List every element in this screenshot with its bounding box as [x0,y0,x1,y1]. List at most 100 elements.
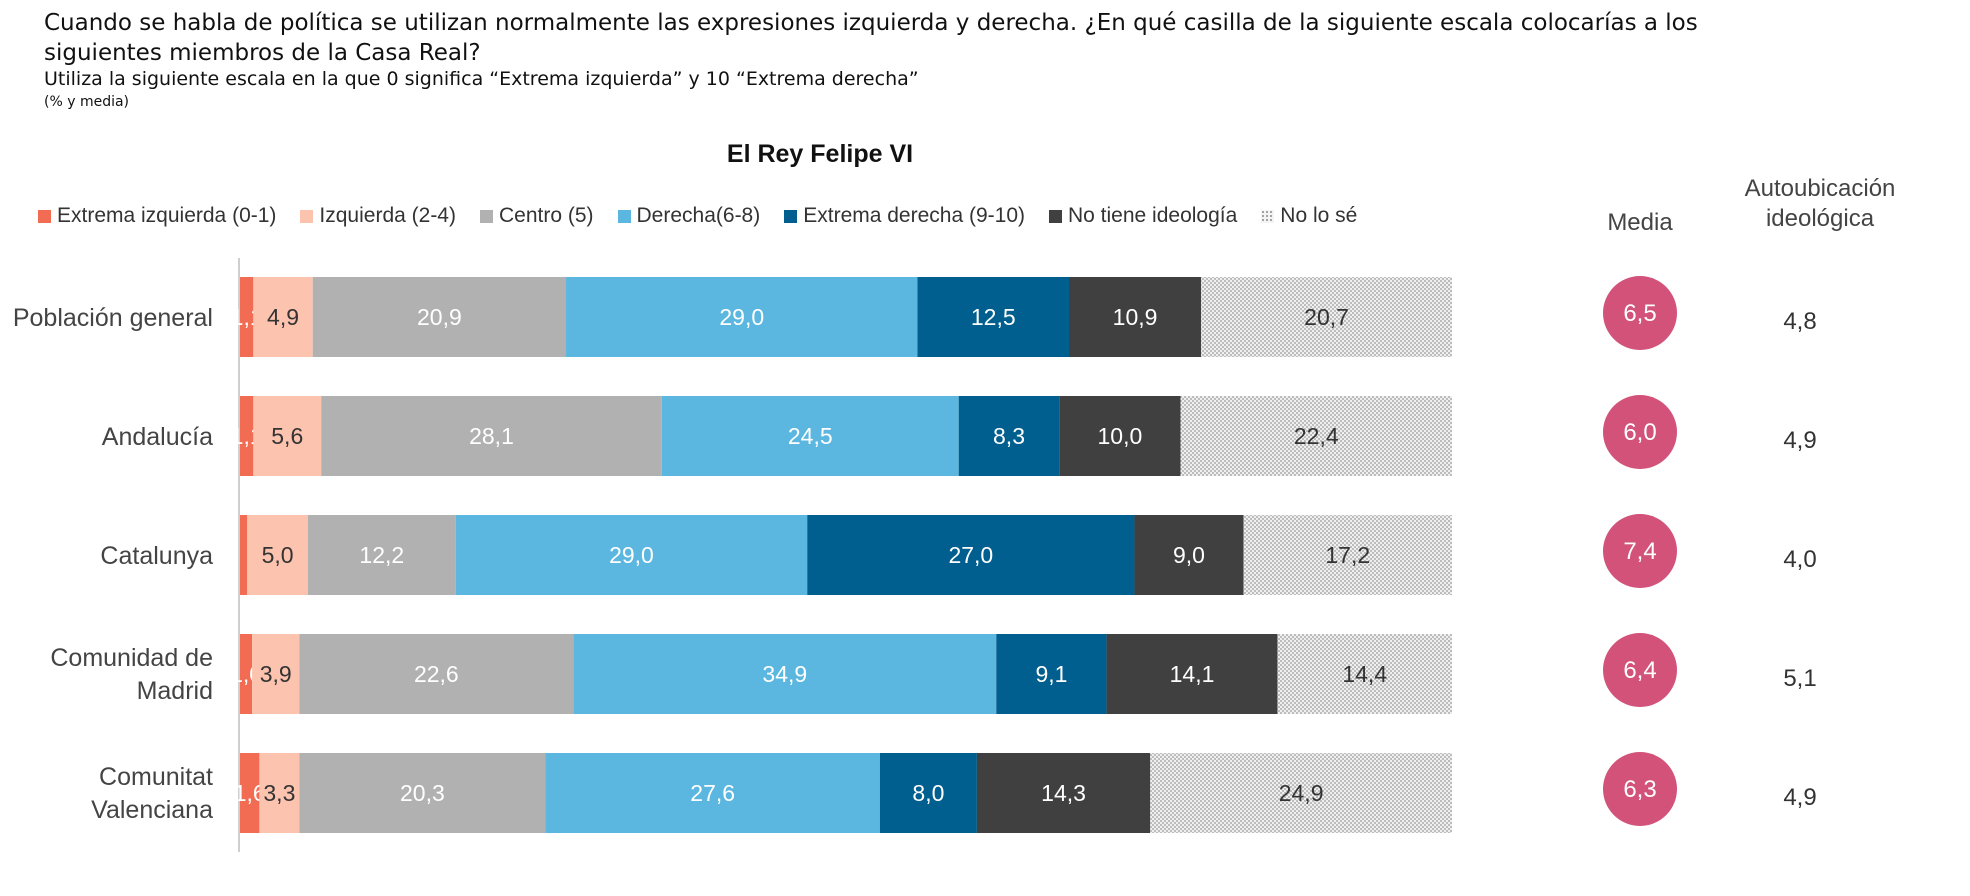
data-label: 8,0 [912,780,944,806]
bar-segment [545,753,880,833]
chart-title: El Rey Felipe VI [726,140,914,168]
autoubicacion-value: 5,1 [1783,665,1816,692]
media-circle [1603,514,1677,588]
legend-label: Centro (5) [498,204,594,227]
data-label: 24,9 [1279,780,1324,806]
media-value: 6,5 [1623,300,1656,327]
bar-segment [1150,753,1452,833]
bar-segment [299,753,546,833]
data-label: 27,6 [690,780,735,806]
legend-item: Extrema izquierda (0-1) [38,204,276,228]
data-label: 22,4 [1294,423,1339,449]
bar-segment [661,396,959,476]
legend-label: Extrema izquierda (0-1) [57,204,277,227]
bar-segment [321,396,662,476]
chart-question: Cuando se habla de política se utilizan … [44,10,1698,66]
data-label: 20,7 [1304,304,1349,330]
autoubicacion-column-header: Autoubicación ideológica [1744,175,1896,232]
data-label: 20,3 [400,780,445,806]
legend-swatch [300,209,314,223]
data-label: 27,0 [948,542,993,568]
legend-item: No lo sé [1261,204,1357,228]
data-label: 24,5 [788,423,833,449]
bar-segment [259,753,300,833]
bar-segment [879,753,977,833]
category-label: Población general [13,304,213,332]
bar-segment [299,634,574,714]
legend-item: Extrema derecha (9-10) [784,204,1025,228]
autoubicacion-value: 4,9 [1783,427,1816,454]
bar-segment [240,277,254,357]
legend-swatch [784,209,798,223]
bar-segment [455,515,808,595]
media-circle [1603,633,1677,707]
legend-label: Derecha(6-8) [636,204,761,227]
legend: Extrema izquierda (0-1) Izquierda (2-4) Ce… [38,204,1357,228]
legend-label: Extrema derecha (9-10) [803,204,1025,227]
data-label: 3,9 [260,661,292,687]
autoubicacion-value: 4,8 [1783,308,1816,335]
bar-segment [1069,277,1202,357]
data-label: 22,6 [414,661,459,687]
media-column-header: Media [1607,209,1673,236]
data-label: 20,9 [417,304,462,330]
data-label: 14,4 [1342,661,1387,687]
bar-segment [1180,396,1452,476]
bar-segment [1134,515,1244,595]
data-label: 28,1 [469,423,514,449]
data-label: 29,0 [719,304,764,330]
bar-segment [1059,396,1181,476]
data-label: 34,9 [762,661,807,687]
bar-segment [240,396,254,476]
legend-label: Izquierda (2-4) [319,204,456,227]
category-label: Comunidad de Madrid [50,644,213,705]
data-label: 10,0 [1098,423,1143,449]
bar-segment [1201,277,1452,357]
data-label: 14,3 [1041,780,1086,806]
data-label: 10,9 [1113,304,1158,330]
bar-segment [247,515,308,595]
media-value: 6,4 [1623,657,1656,684]
bar-segment [240,634,253,714]
media-value: 6,0 [1623,419,1656,446]
category-label: Andalucía [102,423,213,451]
media-circle [1603,276,1677,350]
bar-segment [253,277,313,357]
media-circle [1603,752,1677,826]
bar-segment [573,634,997,714]
data-label: 5,6 [271,423,303,449]
legend-swatch [479,209,493,223]
bar-segment [917,277,1070,357]
category-label: Comunitat Valenciana [91,763,213,824]
chart-note: (% y media) [44,94,130,110]
data-label: 29,0 [609,542,654,568]
bar-segment [252,634,300,714]
autoubicacion-value: 4,0 [1783,546,1816,573]
bar-segment [1243,515,1452,595]
data-label: 9,1 [1035,661,1067,687]
bar-segment [996,634,1107,714]
legend-swatch [38,209,51,223]
bar-segment [312,277,567,357]
legend-swatch [1261,209,1275,223]
data-label: 12,2 [359,542,404,568]
data-label: 12,5 [971,304,1016,330]
data-label: 8,3 [993,423,1025,449]
bar-segment [240,753,260,833]
bar-segment [958,396,1060,476]
autoubicacion-value: 4,9 [1783,784,1816,811]
category-label: Catalunya [100,542,213,570]
media-value: 6,3 [1623,776,1656,803]
legend-item: No tiene ideología [1049,204,1237,228]
data-label: 9,0 [1173,542,1205,568]
legend-item: Centro (5) [479,204,594,228]
legend-swatch [1049,209,1062,223]
legend-item: Izquierda (2-4) [300,204,456,228]
legend-label: No lo sé [1280,204,1358,227]
data-label: 14,1 [1170,661,1215,687]
data-label: 4,9 [267,304,299,330]
legend-label: No tiene ideología [1068,204,1238,227]
bar-segment [240,515,248,595]
legend-swatch [617,209,631,223]
